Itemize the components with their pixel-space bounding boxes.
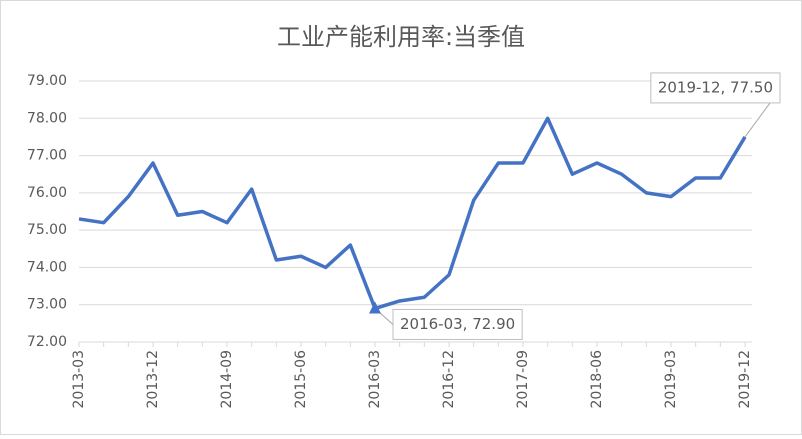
x-tick-label: 2015-06 [293,350,309,409]
x-tick-label: 2014-09 [219,350,235,409]
y-tick-label: 72.00 [27,334,67,350]
y-tick-label: 75.00 [27,222,67,238]
x-tick-label: 2013-12 [145,350,161,409]
y-tick-label: 78.00 [27,110,67,126]
x-tick-label: 2017-09 [515,350,531,409]
leader-line [744,102,771,138]
line-series [78,116,747,311]
data-label: 2019-12, 77.50 [658,78,773,96]
data-label-box [392,308,523,340]
x-tick-label: 2013-03 [71,350,87,409]
y-tick-label: 79.00 [27,73,67,89]
chart-title: 工业产能利用率:当季值 [277,23,525,51]
x-tick-label: 2018-06 [589,350,605,409]
point-marker [369,301,381,314]
y-tick-label: 76.00 [27,185,67,201]
x-tick-label: 2019-12 [737,350,753,409]
y-tick-label: 74.00 [27,259,67,275]
data-label-box [650,72,781,104]
y-tick-label: 73.00 [27,297,67,313]
x-tick-label: 2016-03 [367,350,383,409]
y-tick-label: 77.00 [27,148,67,164]
data-label: 2016-03, 72.90 [400,315,515,333]
x-tick-label: 2019-03 [663,350,679,409]
x-tick-label: 2016-12 [441,350,457,409]
